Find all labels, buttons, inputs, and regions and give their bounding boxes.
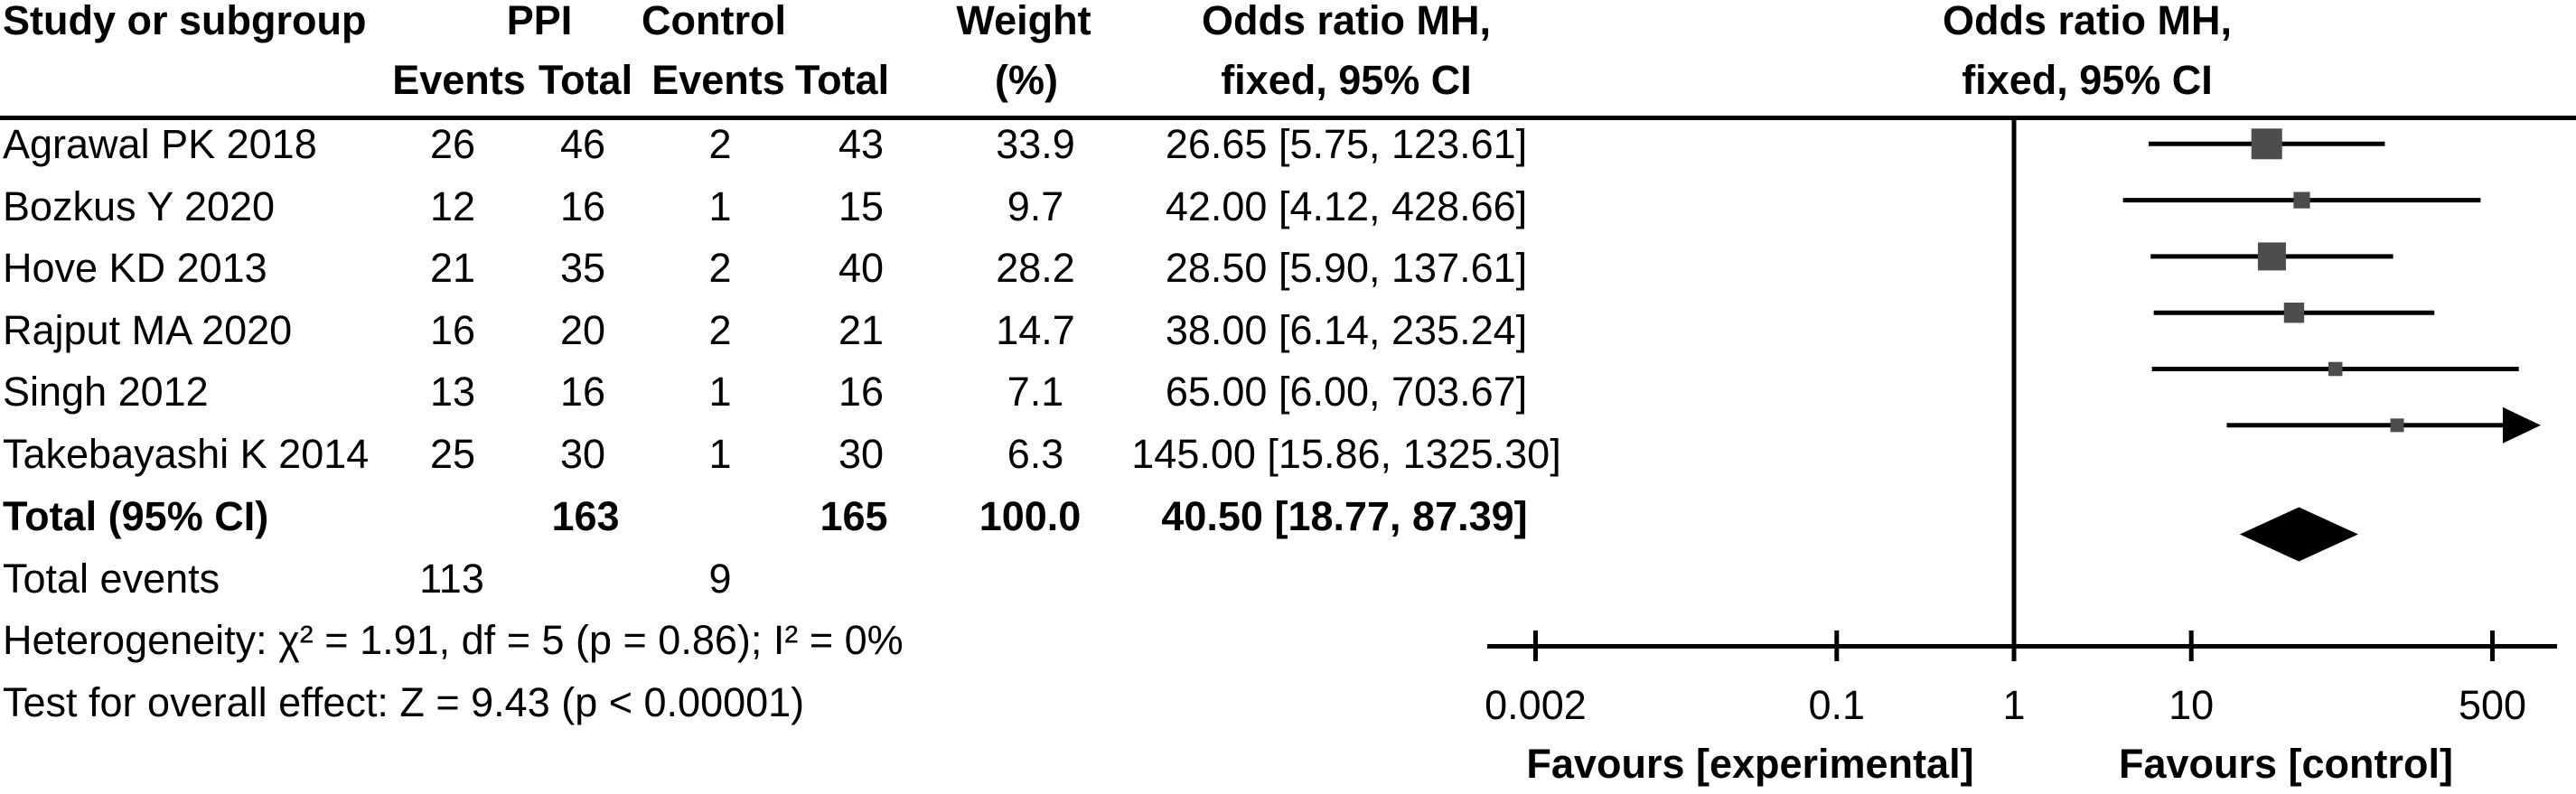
table-cell: 30	[559, 431, 606, 477]
total-events-ppi: 113	[419, 556, 484, 602]
table-cell: 20	[559, 306, 606, 353]
table-cell: 40	[838, 245, 885, 292]
table-cell: Agrawal PK 2018	[3, 121, 317, 167]
header-divider-rule	[0, 116, 2576, 120]
table-cell: 16	[559, 369, 606, 416]
table-cell: 38.00 [6.14, 235.24]	[1165, 306, 1528, 353]
or-point-square	[2390, 418, 2404, 433]
total-ctl-n: 165	[820, 493, 888, 539]
table-cell: Singh 2012	[3, 369, 209, 416]
table-cell: 7.1	[1007, 369, 1064, 416]
header-weight: Weight	[956, 0, 1091, 43]
axis-tick-label: 500	[2458, 682, 2527, 728]
table-cell: 14.7	[996, 306, 1075, 353]
table-cell: Rajput MA 2020	[3, 306, 293, 353]
header-weight-unit: (%)	[995, 57, 1058, 103]
table-cell: 42.00 [4.12, 428.66]	[1165, 182, 1528, 229]
table-cell: 28.50 [5.90, 137.61]	[1165, 245, 1528, 292]
or-point-square	[2257, 242, 2286, 271]
table-cell: 2	[708, 121, 732, 167]
table-cell: Bozkus Y 2020	[3, 182, 276, 229]
table-cell: Hove KD 2013	[3, 245, 267, 292]
table-cell: 43	[838, 121, 885, 167]
ci-arrow-right	[2503, 406, 2541, 444]
total-diamond	[2239, 507, 2358, 562]
header-ppi-events: Events	[392, 57, 526, 103]
axis-tick-label: 0.1	[1808, 682, 1866, 728]
table-cell: 35	[559, 245, 606, 292]
table-cell: 26	[429, 121, 476, 167]
or-point-square	[2283, 303, 2305, 323]
table-cell: 2	[708, 306, 732, 353]
or-point-square	[2251, 128, 2282, 160]
or-point-square	[2293, 191, 2310, 209]
table-cell: 12	[429, 182, 476, 229]
axis-tick-label: 1	[2002, 682, 2026, 728]
table-cell: 16	[838, 369, 885, 416]
overall-effect-stat: Test for overall effect: Z = 9.43 (p < 0…	[3, 679, 805, 725]
header-or-col-line2: fixed, 95% CI	[1221, 57, 1472, 103]
total-weight: 100.0	[979, 493, 1082, 539]
table-cell: 2	[708, 245, 732, 292]
table-cell: 28.2	[996, 245, 1075, 292]
axis-tick-label: 0.002	[1485, 682, 1587, 728]
header-plot-col-line2: fixed, 95% CI	[1962, 57, 2213, 103]
header-ppi-total: Total	[538, 57, 633, 103]
table-cell: 16	[429, 306, 476, 353]
or-point-square	[2328, 361, 2343, 377]
table-cell: 65.00 [6.00, 703.67]	[1165, 369, 1528, 416]
heterogeneity-stat: Heterogeneity: χ² = 1.91, df = 5 (p = 0.…	[3, 617, 904, 663]
header-ctl-events: Events	[651, 57, 785, 103]
table-cell: 1	[708, 182, 732, 229]
table-cell: 33.9	[996, 121, 1075, 167]
total-or-ci: 40.50 [18.77, 87.39]	[1161, 493, 1528, 539]
table-cell: 25	[429, 431, 476, 477]
total-ppi-n: 163	[551, 493, 620, 539]
table-cell: 1	[708, 369, 732, 416]
header-ctl-total: Total	[794, 57, 890, 103]
table-cell: 145.00 [15.86, 1325.30]	[1131, 431, 1561, 477]
table-cell: 15	[838, 182, 885, 229]
total-events-ctl: 9	[708, 556, 732, 602]
table-cell: 16	[559, 182, 606, 229]
header-study-col: Study or subgroup	[3, 0, 367, 43]
table-cell: 46	[559, 121, 606, 167]
header-or-col-line1: Odds ratio MH,	[1201, 0, 1492, 43]
header-plot-col-line1: Odds ratio MH,	[1942, 0, 2233, 43]
total-events-label: Total events	[3, 556, 220, 602]
table-cell: 21	[429, 245, 476, 292]
table-cell: 9.7	[1007, 182, 1064, 229]
favours-control-label: Favours [control]	[2118, 741, 2454, 787]
table-cell: 13	[429, 369, 476, 416]
header-group-ppi: PPI	[506, 0, 573, 43]
favours-experimental-label: Favours [experimental]	[1526, 741, 1974, 787]
table-cell: 6.3	[1007, 431, 1064, 477]
table-cell: Takebayashi K 2014	[3, 431, 370, 477]
header-group-control: Control	[642, 0, 786, 43]
table-cell: 30	[838, 431, 885, 477]
total-row-label: Total (95% CI)	[3, 493, 269, 539]
table-cell: 1	[708, 431, 732, 477]
table-cell: 26.65 [5.75, 123.61]	[1165, 121, 1528, 167]
axis-tick-label: 10	[2169, 682, 2215, 728]
table-cell: 21	[838, 306, 885, 353]
